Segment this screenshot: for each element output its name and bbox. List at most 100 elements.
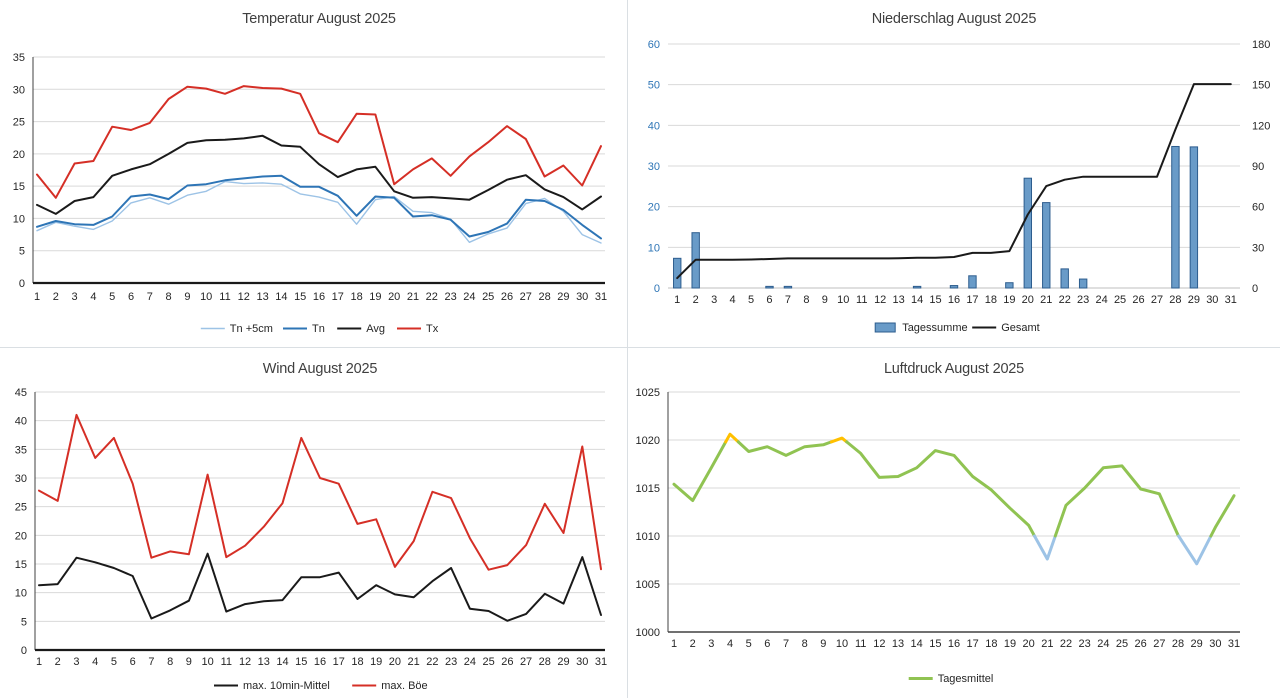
y-tick-label: 1010 — [636, 531, 660, 543]
x-tick-label: 29 — [1188, 294, 1200, 306]
x-tick-label: 12 — [873, 638, 885, 650]
series-tagesmittel-normal — [845, 440, 1036, 538]
x-tick-label: 28 — [538, 291, 550, 303]
legend-label: max. 10min-Mittel — [243, 680, 330, 692]
x-tick-label: 13 — [256, 291, 268, 303]
gridlines — [35, 391, 605, 622]
y-tick-label: 20 — [648, 202, 660, 214]
y-axis-labels: 0 5 10 15 20 25 30 35 40 45 — [15, 387, 27, 657]
bar — [1189, 146, 1199, 289]
y-tick-label: 25 — [13, 117, 25, 129]
y-tick-label: 1020 — [636, 435, 660, 447]
chart-title: Wind August 2025 — [263, 361, 378, 377]
x-tick-label: 9 — [184, 291, 190, 303]
x-tick-label: 22 — [1060, 638, 1072, 650]
x-tick-label: 10 — [836, 638, 848, 650]
x-tick-label: 13 — [893, 294, 905, 306]
x-tick-label: 26 — [1135, 638, 1147, 650]
x-tick-label: 5 — [109, 291, 115, 303]
y-tick-label: 30 — [15, 473, 27, 485]
gridlines — [668, 43, 1240, 248]
x-tick-label: 23 — [444, 291, 456, 303]
gridlines — [33, 56, 605, 252]
x-axis-labels: 1 2 3 4 5 6 7 8 9 10 11 12 13 14 15 16 17 18 19 20 21 22 23 24 2… — [34, 291, 607, 303]
x-tick-label: 18 — [985, 294, 997, 306]
x-tick-label: 19 — [1003, 294, 1015, 306]
x-tick-label: 24 — [463, 291, 475, 303]
x-tick-label: 3 — [73, 656, 79, 668]
x-tick-label: 26 — [1132, 294, 1144, 306]
x-tick-label: 5 — [748, 294, 754, 306]
x-tick-label: 12 — [238, 291, 250, 303]
x-tick-label: 22 — [426, 291, 438, 303]
series-tagesmittel-high — [724, 432, 740, 444]
x-tick-label: 24 — [1095, 294, 1107, 306]
x-tick-label: 27 — [520, 291, 532, 303]
y-tick-label: 120 — [1252, 120, 1270, 132]
x-tick-label: 20 — [1022, 294, 1034, 306]
x-tick-label: 25 — [482, 656, 494, 668]
bar — [1171, 145, 1180, 289]
x-tick-label: 27 — [1151, 294, 1163, 306]
x-tick-label: 3 — [708, 638, 714, 650]
x-tick-label: 30 — [576, 656, 588, 668]
y-axis-labels: 0 5 10 15 20 25 30 35 — [13, 52, 25, 290]
x-tick-label: 8 — [803, 294, 809, 306]
y-axis-labels: 0 10 20 30 40 50 60 — [648, 39, 660, 295]
y-tick-label: 20 — [13, 149, 25, 161]
pressure-chart: Luftdruck August 20251000100510101015102… — [636, 361, 1241, 685]
x-tick-label: 11 — [856, 294, 867, 306]
x-tick-label: 12 — [239, 656, 251, 668]
x-tick-label: 31 — [595, 656, 607, 668]
x-tick-label: 12 — [874, 294, 886, 306]
x-tick-label: 28 — [539, 656, 551, 668]
x-tick-label: 27 — [520, 656, 532, 668]
y-tick-label: 150 — [1252, 80, 1270, 92]
x-tick-label: 7 — [785, 294, 791, 306]
x-tick-label: 5 — [111, 656, 117, 668]
y-tick-label: 5 — [19, 246, 25, 258]
x-tick-label: 7 — [783, 638, 789, 650]
x-axis-labels: 1 2 3 4 5 6 7 8 9 10 11 12 13 14 15 16 17 18 19 20 21 22 23 24 2… — [671, 638, 1240, 650]
x-tick-label: 3 — [711, 294, 717, 306]
bar — [949, 285, 959, 289]
x-tick-label: 15 — [294, 291, 306, 303]
x-tick-label: 10 — [200, 291, 212, 303]
x-tick-label: 17 — [333, 656, 345, 668]
x-tick-label: 2 — [693, 294, 699, 306]
x-tick-label: 23 — [1079, 638, 1091, 650]
x-tick-label: 26 — [501, 656, 513, 668]
x-tick-label: 20 — [1023, 638, 1035, 650]
x-tick-label: 16 — [313, 291, 325, 303]
x-tick-label: 9 — [822, 294, 828, 306]
legend-label: Gesamt — [1001, 322, 1040, 334]
x-tick-label: 21 — [1041, 638, 1053, 650]
x-tick-label: 11 — [855, 638, 866, 650]
y-tick-label: 40 — [15, 416, 27, 428]
x-tick-label: 2 — [53, 291, 59, 303]
series-tn-5cm — [36, 180, 602, 244]
bar — [1023, 177, 1033, 289]
x-tick-label: 30 — [1206, 294, 1218, 306]
y-tick-label: 25 — [15, 502, 27, 514]
y-tick-label: 0 — [1252, 283, 1258, 295]
x-tick-label: 6 — [130, 656, 136, 668]
x-tick-label: 13 — [892, 638, 904, 650]
y-tick-label: 35 — [15, 444, 27, 456]
series-tagesmittel-normal — [672, 440, 728, 502]
x-tick-label: 26 — [501, 291, 513, 303]
bar — [783, 285, 793, 289]
y-tick-label: 30 — [13, 84, 25, 96]
y-tick-label: 0 — [654, 283, 660, 295]
x-tick-label: 13 — [258, 656, 270, 668]
y-tick-label: 60 — [1252, 202, 1264, 214]
y-tick-label: 50 — [648, 80, 660, 92]
panel-precipitation: Niederschlag August 2025 0 10 20 30 40 50 60 0 30… — [628, 0, 1280, 348]
legend-label: Tn — [312, 323, 325, 335]
legend: Tagessumme Gesamt — [874, 322, 1040, 334]
y-tick-label: 20 — [15, 530, 27, 542]
bar — [912, 285, 922, 289]
y-tick-label: 15 — [15, 559, 27, 571]
x-tick-label: 22 — [1059, 294, 1071, 306]
x-tick-label: 25 — [1116, 638, 1128, 650]
